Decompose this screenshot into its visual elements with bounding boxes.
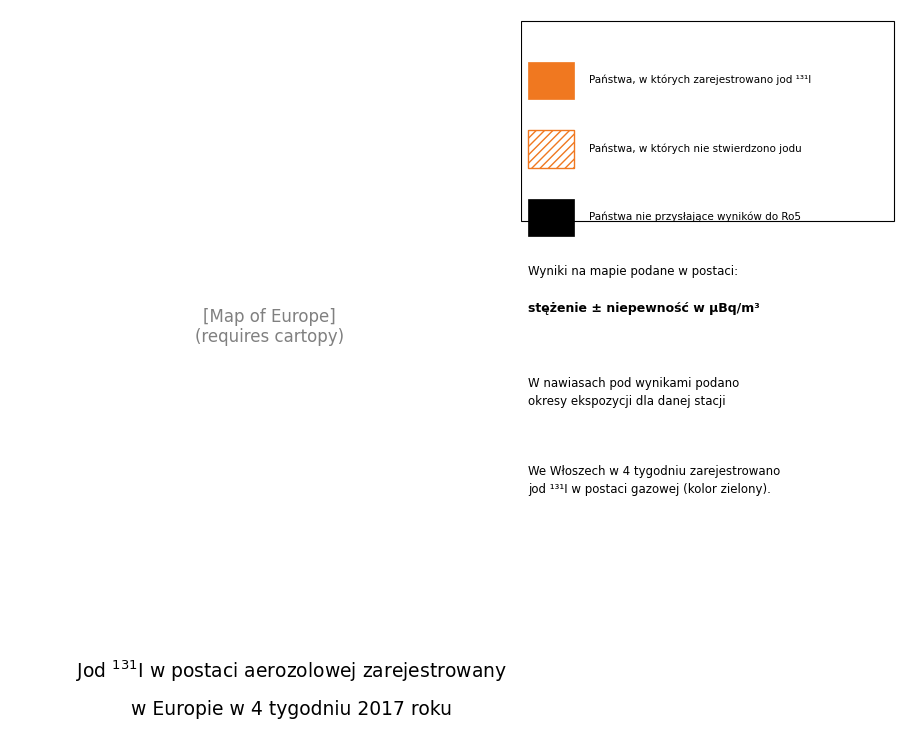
Text: stężenie ± niepewność w μBq/m³: stężenie ± niepewność w μBq/m³ (528, 302, 760, 315)
FancyBboxPatch shape (528, 199, 574, 237)
Text: Państwa, w których zarejestrowano jod ¹³¹I: Państwa, w których zarejestrowano jod ¹³… (589, 74, 811, 85)
FancyBboxPatch shape (528, 130, 574, 168)
Text: Państwa nie przysłające wyników do Ro5: Państwa nie przysłające wyników do Ro5 (589, 212, 801, 223)
Text: We Włoszech w 4 tygodniu zarejestrowano
jod ¹³¹I w postaci gazowej (kolor zielon: We Włoszech w 4 tygodniu zarejestrowano … (528, 465, 780, 495)
Text: [Map of Europe]
(requires cartopy): [Map of Europe] (requires cartopy) (195, 308, 344, 346)
Text: W nawiasach pod wynikami podano
okresy ekspozycji dla danej stacji: W nawiasach pod wynikami podano okresy e… (528, 377, 740, 408)
FancyBboxPatch shape (521, 21, 894, 220)
Text: w Europie w 4 tygodniu 2017 roku: w Europie w 4 tygodniu 2017 roku (131, 700, 453, 719)
Text: Państwa, w których nie stwierdzono jodu: Państwa, w których nie stwierdzono jodu (589, 143, 802, 154)
Text: Jod $^{131}$I w postaci aerozolowej zarejestrowany: Jod $^{131}$I w postaci aerozolowej zare… (76, 659, 507, 684)
FancyBboxPatch shape (528, 62, 574, 99)
Text: Wyniki na mapie podane w postaci:: Wyniki na mapie podane w postaci: (528, 265, 738, 278)
